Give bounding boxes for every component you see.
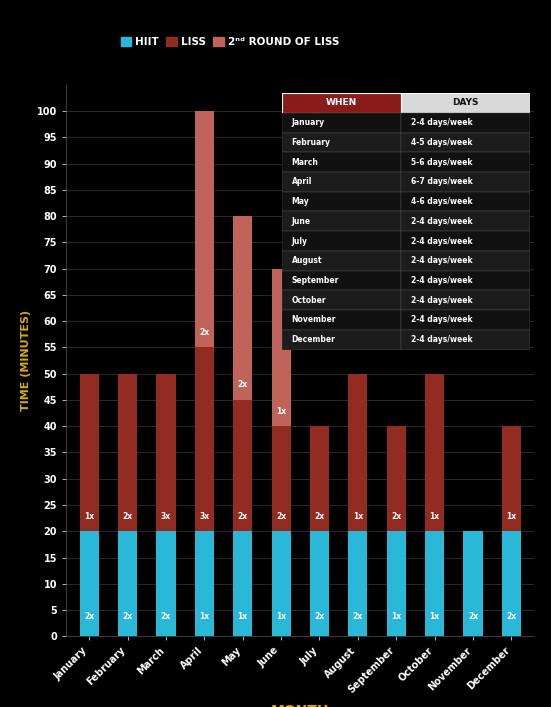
Bar — [118, 374, 137, 531]
Bar — [195, 347, 214, 531]
Text: 2x: 2x — [237, 380, 248, 390]
Text: 2x: 2x — [391, 512, 401, 521]
X-axis label: MONTH: MONTH — [271, 703, 329, 707]
Text: 1x: 1x — [276, 407, 286, 416]
Bar — [195, 531, 214, 636]
Bar — [118, 531, 137, 636]
Bar — [195, 111, 214, 347]
Bar — [348, 531, 368, 636]
Text: 2x: 2x — [84, 612, 94, 621]
Text: 2x: 2x — [199, 328, 209, 337]
Text: 3x: 3x — [161, 512, 171, 521]
Bar — [310, 426, 329, 531]
Text: 1x: 1x — [353, 512, 363, 521]
Bar — [233, 216, 252, 400]
Bar — [272, 426, 291, 531]
Bar — [79, 531, 99, 636]
Bar — [233, 531, 252, 636]
Text: 1x: 1x — [199, 612, 209, 621]
Text: 2x: 2x — [237, 512, 248, 521]
Legend: HIIT, LISS, 2ⁿᵈ ROUND OF LISS: HIIT, LISS, 2ⁿᵈ ROUND OF LISS — [118, 35, 342, 49]
Bar — [233, 400, 252, 531]
Bar — [272, 531, 291, 636]
Bar — [79, 374, 99, 531]
Text: 2x: 2x — [122, 612, 133, 621]
Text: 2x: 2x — [276, 512, 286, 521]
Bar — [348, 374, 368, 531]
Text: 1x: 1x — [506, 512, 516, 521]
Text: 2x: 2x — [315, 612, 325, 621]
Text: 2x: 2x — [468, 612, 478, 621]
Text: 2x: 2x — [506, 612, 516, 621]
Bar — [463, 531, 483, 636]
Bar — [425, 531, 444, 636]
Bar — [425, 374, 444, 531]
Bar — [156, 531, 176, 636]
Text: 2x: 2x — [315, 512, 325, 521]
Bar — [387, 426, 406, 531]
Y-axis label: TIME (MINUTES): TIME (MINUTES) — [21, 310, 31, 411]
Text: 3x: 3x — [199, 512, 209, 521]
Text: 1x: 1x — [84, 512, 94, 521]
Bar — [310, 531, 329, 636]
Bar — [272, 269, 291, 426]
Text: 1x: 1x — [276, 612, 286, 621]
Bar — [156, 374, 176, 531]
Text: 1x: 1x — [430, 612, 440, 621]
Text: 1x: 1x — [430, 512, 440, 521]
Text: 2x: 2x — [122, 512, 133, 521]
Text: 2x: 2x — [353, 612, 363, 621]
Bar — [387, 531, 406, 636]
Bar — [502, 531, 521, 636]
Text: 2x: 2x — [161, 612, 171, 621]
Text: 1x: 1x — [391, 612, 401, 621]
Text: 1x: 1x — [237, 612, 248, 621]
Bar — [502, 426, 521, 531]
